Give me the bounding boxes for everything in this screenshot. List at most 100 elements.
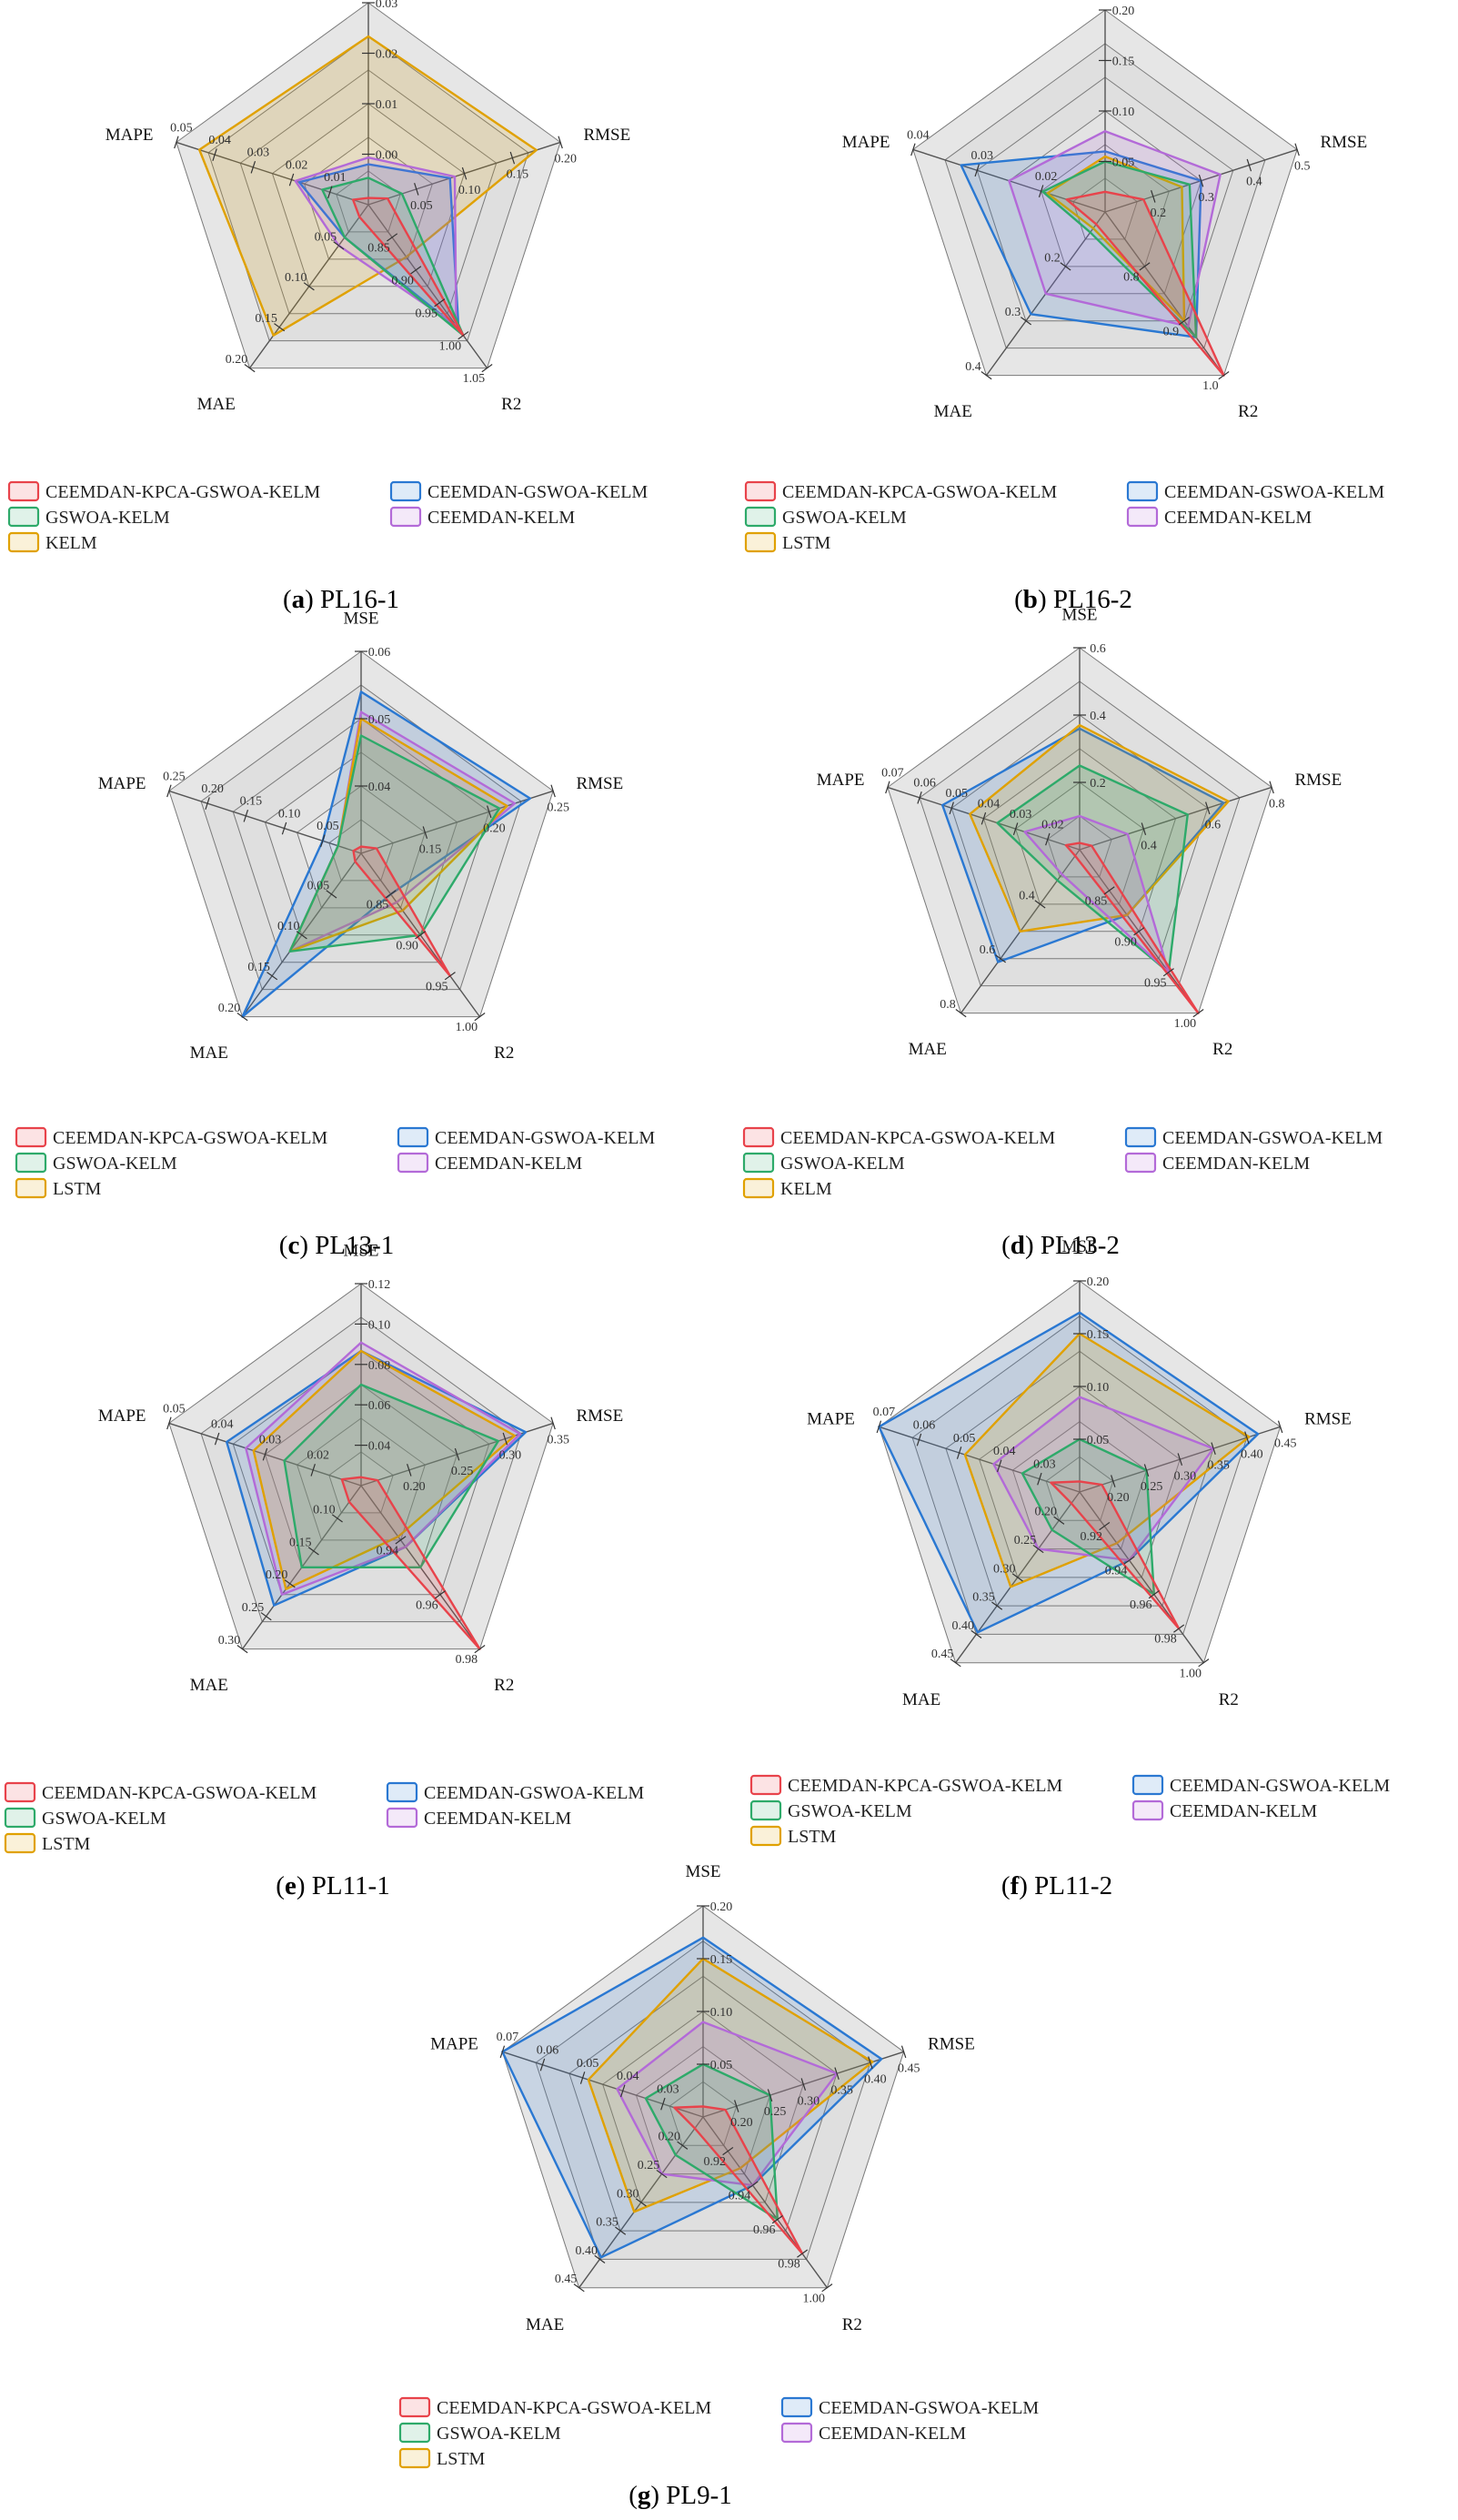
tick-label: 0.02 xyxy=(376,48,398,62)
axis-tick xyxy=(997,1459,1002,1473)
legend-label-lstm: LSTM xyxy=(788,1827,837,1847)
axis-tick xyxy=(800,2078,807,2091)
tick-label: 0.30 xyxy=(499,1449,522,1463)
series-ceemdan-kpca-gswoa-kelm xyxy=(673,2105,804,2255)
axis-tick xyxy=(1141,822,1147,835)
axis-tick xyxy=(1177,1453,1183,1466)
axis-tick xyxy=(1162,968,1174,977)
tick-label: 0.05 xyxy=(317,820,339,833)
series-ceemdan-kpca-gswoa-kelm xyxy=(352,845,452,977)
axis-tick xyxy=(1148,1590,1160,1599)
legend-label-ceemdan-kpca-gswoa-kelm: CEEMDAN-KPCA-GSWOA-KELM xyxy=(782,482,1057,502)
caption-title: PL11-2 xyxy=(1034,1871,1112,1900)
axis-tick xyxy=(174,136,179,149)
tick-label: 0.10 xyxy=(710,2006,733,2020)
radar-panel-f: 0.05 0.10 0.15 0.20 0.20 0.25 0.30 0.35 0.40 0.45… xyxy=(749,1237,1390,1900)
radar-spoke xyxy=(176,141,369,206)
axis-label-rmse: RMSE xyxy=(576,774,623,793)
legend-label-ceemdan-kpca-gswoa-kelm: CEEMDAN-KPCA-GSWOA-KELM xyxy=(788,1776,1062,1796)
series-ceemdan-kpca-gswoa-kelm xyxy=(340,1476,481,1650)
axis-label-rmse: RMSE xyxy=(1294,771,1342,790)
tick-label: 0.96 xyxy=(753,2223,776,2237)
axis-tick xyxy=(991,1601,1003,1610)
axis-tick xyxy=(1294,143,1300,156)
radar-spoke xyxy=(360,790,554,854)
axis-tick xyxy=(1045,832,1051,846)
axis-tick xyxy=(1133,927,1145,936)
tick-label: 0.92 xyxy=(1080,1530,1102,1544)
tick-label: 0.20 xyxy=(554,153,577,166)
legend-label-lstm: LSTM xyxy=(42,1834,91,1854)
tick-label: 0.07 xyxy=(873,1406,896,1419)
axis-tick xyxy=(303,282,315,291)
caption-paren: ( xyxy=(1001,1871,1011,1900)
axis-label-rmse: RMSE xyxy=(576,1406,623,1426)
axis-tick xyxy=(296,931,307,940)
axis-tick xyxy=(288,173,295,186)
legend-swatch-ceemdan-kelm xyxy=(1126,506,1159,528)
legend-label-gswoa-kelm: GSWOA-KELM xyxy=(53,1154,177,1174)
axis-label-r2: R2 xyxy=(494,1676,514,1695)
legend-label-gswoa-kelm: GSWOA-KELM xyxy=(42,1809,166,1829)
tick-label: 0.30 xyxy=(218,1634,241,1648)
axis-tick xyxy=(236,1645,248,1654)
axis-tick xyxy=(1038,185,1044,197)
tick-label: 0.04 xyxy=(993,1445,1016,1458)
tick-label: 0.25 xyxy=(1014,1534,1037,1547)
legend-swatch-gswoa-kelm xyxy=(749,1799,782,1821)
axis-label-mse: MSE xyxy=(685,1862,720,1881)
legend-label-ceemdan-kpca-gswoa-kelm: CEEMDAN-KPCA-GSWOA-KELM xyxy=(45,482,320,502)
tick-label: 0.02 xyxy=(1035,170,1058,184)
tick-label: 0.20 xyxy=(201,782,224,796)
tick-label: 0.45 xyxy=(555,2273,578,2286)
axis-tick xyxy=(1218,371,1230,380)
tick-label: 0.02 xyxy=(1041,818,1064,832)
tick-label: 0.15 xyxy=(419,842,442,856)
axis-tick xyxy=(1192,1009,1204,1018)
tick-label: 0.04 xyxy=(208,134,231,147)
tick-label: 0.04 xyxy=(978,798,1000,811)
tick-label: 0.90 xyxy=(396,939,418,953)
axis-label-mape: MAPE xyxy=(430,2035,478,2054)
axis-label-mape: MAPE xyxy=(807,1410,855,1429)
series-ceemdan-kelm xyxy=(616,2021,839,2187)
series-kelm xyxy=(198,35,538,337)
legend-swatch-ceemdan-kelm xyxy=(397,1152,429,1174)
tick-label: 0.20 xyxy=(658,2131,680,2144)
tick-label: 0.20 xyxy=(403,1480,426,1494)
tick-label: 0.20 xyxy=(1112,5,1135,18)
axis-tick xyxy=(407,1464,412,1477)
axis-tick xyxy=(885,781,890,794)
tick-label: 0.8 xyxy=(1269,798,1285,811)
axis-label-r2: R2 xyxy=(1219,1690,1239,1709)
tick-label: 0.05 xyxy=(368,713,391,727)
tick-label: 0.3 xyxy=(1005,306,1021,319)
tick-label: 0.06 xyxy=(913,1419,936,1433)
axis-tick xyxy=(395,1536,407,1545)
caption-paren: ( xyxy=(279,1231,288,1260)
tick-label: 0.20 xyxy=(730,2116,753,2130)
tick-label: 0.25 xyxy=(242,1601,265,1615)
axis-tick xyxy=(550,1416,556,1430)
tick-label: 0.2 xyxy=(1151,207,1167,220)
tick-label: 0.20 xyxy=(226,353,248,367)
tick-label: 0.40 xyxy=(864,2072,887,2086)
axis-tick xyxy=(327,186,333,199)
legend-label-kelm: KELM xyxy=(780,1179,832,1199)
tick-label: 0.4 xyxy=(1019,889,1035,902)
series-ceemdan-kpca-gswoa-kelm xyxy=(1065,190,1225,377)
legend-swatch-ceemdan-gswoa-kelm xyxy=(1126,480,1159,502)
legend-label-ceemdan-gswoa-kelm: CEEMDAN-GSWOA-KELM xyxy=(424,1783,644,1803)
tick-label: 0.03 xyxy=(259,1434,282,1447)
series-ceemdan-kelm xyxy=(294,156,458,328)
axis-tick xyxy=(212,148,217,161)
panel-caption: (e) PL11-1 xyxy=(276,1871,389,1900)
axis-tick xyxy=(797,2249,809,2258)
tick-label: 0.05 xyxy=(1087,1434,1110,1447)
legend-swatch-ceemdan-kpca-gswoa-kelm xyxy=(7,480,40,502)
axis-label-mse: MSE xyxy=(1061,1237,1097,1256)
tick-label: 0.03 xyxy=(247,146,270,160)
axis-label-mae: MAE xyxy=(526,2315,564,2334)
axis-tick xyxy=(1244,1431,1250,1445)
tick-label: 0.98 xyxy=(778,2258,800,2272)
